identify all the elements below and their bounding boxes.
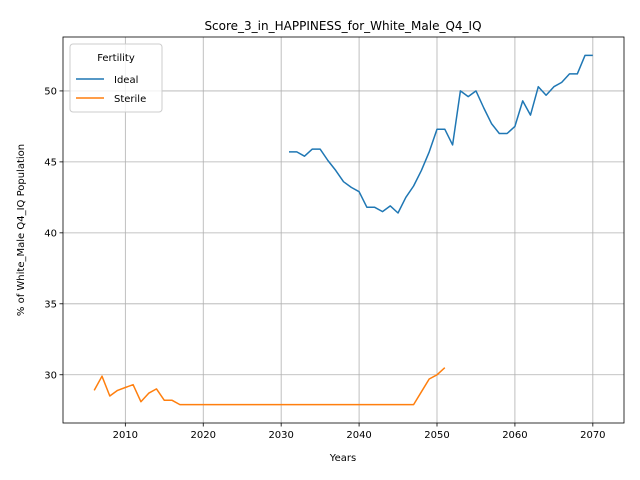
legend-title: Fertility bbox=[97, 53, 135, 64]
chart-title: Score_3_in_HAPPINESS_for_White_Male_Q4_I… bbox=[204, 19, 481, 33]
y-axis-label: % of White_Male Q4_IQ Population bbox=[16, 144, 27, 316]
legend-label-sterile: Sterile bbox=[114, 94, 146, 105]
legend-frame bbox=[69, 43, 163, 113]
x-tick-label: 2040 bbox=[346, 430, 371, 441]
x-tick-label: 2070 bbox=[580, 430, 605, 441]
series-line-sterile bbox=[93, 367, 446, 406]
x-tick-label: 2010 bbox=[113, 430, 138, 441]
x-axis: 2010 2020 2030 2040 2050 2060 2070 bbox=[113, 423, 606, 441]
legend: Fertility Ideal Sterile bbox=[69, 43, 163, 113]
y-tick-label: 30 bbox=[44, 370, 57, 381]
y-tick-label: 35 bbox=[44, 299, 57, 310]
plot-frame bbox=[62, 36, 625, 424]
series-layer bbox=[93, 54, 593, 406]
y-axis: 30 35 40 45 50 bbox=[44, 86, 63, 381]
series-line-ideal bbox=[289, 54, 593, 214]
legend-label-ideal: Ideal bbox=[114, 75, 138, 86]
grid-lines bbox=[63, 37, 624, 423]
x-tick-label: 2030 bbox=[268, 430, 293, 441]
y-tick-label: 50 bbox=[44, 86, 57, 97]
x-tick-label: 2050 bbox=[424, 430, 449, 441]
y-tick-label: 45 bbox=[44, 157, 57, 168]
x-tick-label: 2020 bbox=[191, 430, 216, 441]
y-tick-label: 40 bbox=[44, 228, 57, 239]
x-axis-label: Years bbox=[329, 453, 356, 464]
x-tick-label: 2060 bbox=[502, 430, 527, 441]
